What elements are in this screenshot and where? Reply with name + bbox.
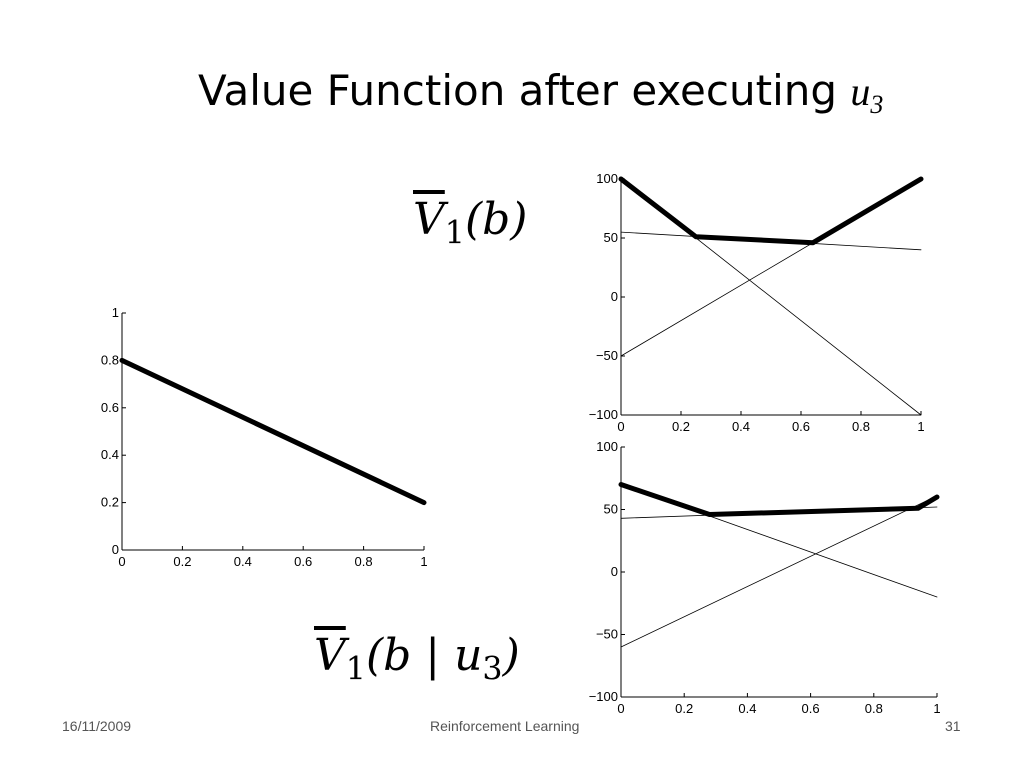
- y-tick-label: 0: [611, 564, 618, 579]
- slide-title: Value Function after executing u3: [198, 66, 883, 120]
- series-line-0: [620, 178, 922, 416]
- formula-bottom-close: ): [502, 630, 520, 681]
- formula-bottom-usub: 3: [482, 651, 503, 688]
- x-tick-label: 1: [933, 701, 940, 716]
- y-tick-label: 50: [604, 502, 618, 517]
- title-variable-sub: 3: [870, 90, 884, 119]
- x-tick-label: 0: [118, 554, 125, 569]
- formula-bottom-u: u: [454, 630, 483, 681]
- formula-top-rest: (b): [464, 194, 528, 245]
- y-tick-label: 0: [611, 289, 618, 304]
- x-tick-label: 0.2: [173, 554, 191, 569]
- series-line-1: [620, 178, 922, 357]
- x-tick-label: 0.6: [792, 419, 810, 434]
- x-tick-label: 0.8: [865, 701, 883, 716]
- y-tick-label: −50: [596, 348, 618, 363]
- y-tick-label: 0.8: [101, 352, 119, 367]
- x-tick-label: 0.8: [852, 419, 870, 434]
- formula-top-sub: 1: [444, 215, 465, 252]
- footer-date: 16/11/2009: [62, 718, 132, 734]
- formula-top-v: V: [413, 194, 445, 245]
- footer-page-number: 31: [945, 718, 961, 734]
- y-tick-label: 100: [596, 171, 618, 186]
- x-tick-label: 0.4: [234, 554, 252, 569]
- x-tick-label: 0.6: [802, 701, 820, 716]
- title-variable: u3: [850, 69, 883, 119]
- formula-v1-b-given-u3: V1(b | u3): [314, 630, 520, 688]
- series-line-2: [620, 506, 938, 519]
- y-tick-label: 0: [112, 542, 119, 557]
- x-tick-label: 0.4: [738, 701, 756, 716]
- y-tick-label: 50: [604, 230, 618, 245]
- y-tick-label: −100: [589, 689, 618, 704]
- x-tick-label: 0.6: [294, 554, 312, 569]
- x-tick-label: 0.8: [355, 554, 373, 569]
- series-line-2: [620, 231, 922, 251]
- title-variable-u: u: [850, 69, 871, 114]
- y-tick-label: 0.4: [101, 447, 119, 462]
- x-tick-label: 0.4: [732, 419, 750, 434]
- series-line-max-value: [618, 482, 940, 517]
- x-tick-label: 0.2: [672, 419, 690, 434]
- y-tick-label: −50: [596, 627, 618, 642]
- series-line-0: [620, 484, 938, 598]
- formula-bottom-sub: 1: [345, 651, 366, 688]
- y-tick-label: 0.6: [101, 400, 119, 415]
- footer-title: Reinforcement Learning: [430, 718, 580, 734]
- x-tick-label: 0: [617, 701, 624, 716]
- y-tick-label: 0.2: [101, 495, 119, 510]
- formula-bottom-v: V: [314, 630, 346, 681]
- x-tick-label: 1: [420, 554, 427, 569]
- series-line-max-value: [119, 357, 427, 506]
- x-tick-label: 1: [917, 419, 924, 434]
- y-tick-label: −100: [589, 407, 618, 422]
- formula-bottom-open: (b |: [365, 630, 455, 681]
- y-tick-label: 1: [112, 305, 119, 320]
- slide-title-text: Value Function after executing: [198, 66, 851, 115]
- x-tick-label: 0: [617, 419, 624, 434]
- series-line-1: [620, 495, 938, 648]
- series-line-max-value: [618, 176, 924, 246]
- x-tick-label: 0.2: [675, 701, 693, 716]
- y-tick-label: 100: [596, 439, 618, 454]
- formula-v1-b: V1(b): [413, 194, 527, 252]
